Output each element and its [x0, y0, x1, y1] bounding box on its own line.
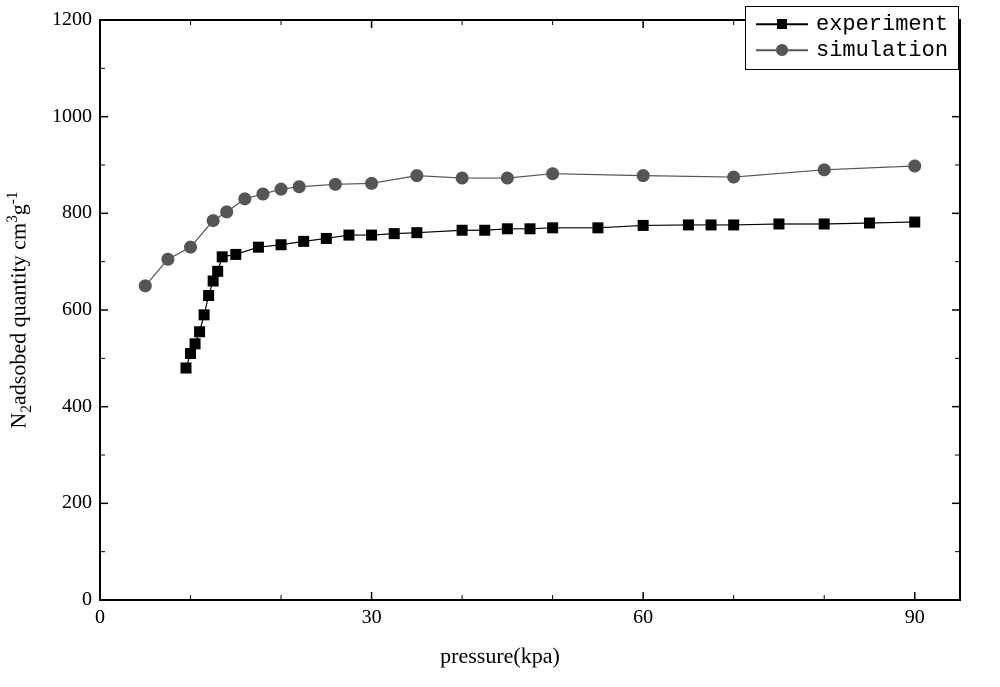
legend-swatch	[756, 14, 808, 34]
square-marker-icon	[777, 19, 787, 29]
y-tick-label: 600	[32, 298, 92, 321]
legend-label: simulation	[816, 38, 948, 63]
x-tick-label: 90	[885, 606, 945, 629]
legend-label: experiment	[816, 12, 948, 37]
y-tick-label: 200	[32, 491, 92, 514]
x-axis-title-text: pressure(kpa)	[440, 643, 560, 668]
circle-marker-icon	[776, 44, 788, 56]
chart-container: N2adsobed quantity cm3g-1 pressure(kpa) …	[0, 0, 1000, 687]
legend-item: simulation	[756, 37, 948, 63]
legend-swatch	[756, 40, 808, 60]
x-axis-title: pressure(kpa)	[0, 643, 1000, 669]
y-tick-label: 800	[32, 201, 92, 224]
x-tick-label: 30	[342, 606, 402, 629]
x-tick-label: 60	[613, 606, 673, 629]
y-tick-label: 1200	[32, 8, 92, 31]
legend: experimentsimulation	[745, 6, 959, 70]
y-tick-label: 400	[32, 395, 92, 418]
y-tick-label: 1000	[32, 105, 92, 128]
legend-item: experiment	[756, 11, 948, 37]
y-tick-label: 0	[32, 588, 92, 611]
plot-svg	[0, 0, 1000, 687]
